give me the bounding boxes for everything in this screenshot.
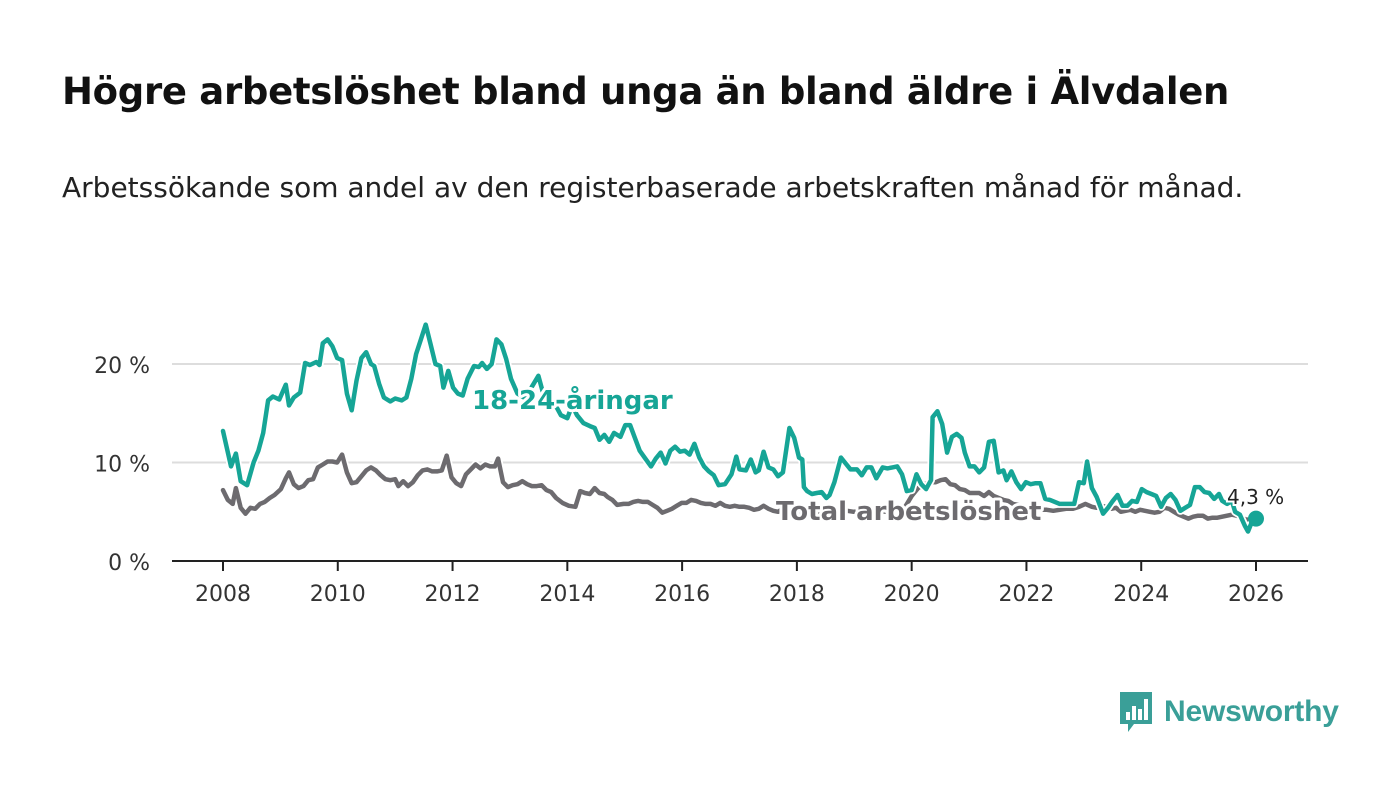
x-tick-label: 2014 bbox=[539, 582, 595, 607]
y-tick-label: 10 % bbox=[94, 453, 150, 478]
brand: Newsworthy bbox=[1118, 690, 1339, 734]
x-tick-label: 2008 bbox=[195, 582, 251, 607]
brand-name: Newsworthy bbox=[1164, 695, 1339, 728]
x-tick-label: 2016 bbox=[654, 582, 710, 607]
x-tick-label: 2020 bbox=[884, 582, 940, 607]
x-tick-label: 2022 bbox=[998, 582, 1054, 607]
end-value-label: 4,3 % bbox=[1227, 485, 1284, 509]
x-tick-label: 2024 bbox=[1113, 582, 1169, 607]
series-line-youth bbox=[220, 322, 1259, 534]
series-line-total bbox=[220, 452, 1259, 522]
x-tick-label: 2010 bbox=[310, 582, 366, 607]
y-tick-label: 20 % bbox=[94, 354, 150, 379]
x-tick-label: 2018 bbox=[769, 582, 825, 607]
end-point-marker bbox=[1248, 510, 1264, 527]
x-tick-label: 2026 bbox=[1228, 582, 1284, 607]
page-title: Högre arbetslöshet bland unga än bland ä… bbox=[62, 70, 1230, 113]
chart-subtitle: Arbetssökande som andel av den registerb… bbox=[62, 171, 1244, 204]
series-label-youth: 18-24-åringar bbox=[472, 384, 673, 416]
x-tick-label: 2012 bbox=[425, 582, 481, 607]
bar-chart-speech-bubble-icon bbox=[1120, 692, 1152, 732]
series-label-total: Total arbetslöshet bbox=[776, 497, 1041, 527]
label-layer: 0 % 10 % 20 % 2008 2010 2012 2014 2016 2018 2020 2… bbox=[94, 354, 1286, 607]
series-halo bbox=[219, 320, 1260, 536]
series-layer bbox=[219, 320, 1264, 536]
y-tick-label: 0 % bbox=[108, 551, 150, 576]
